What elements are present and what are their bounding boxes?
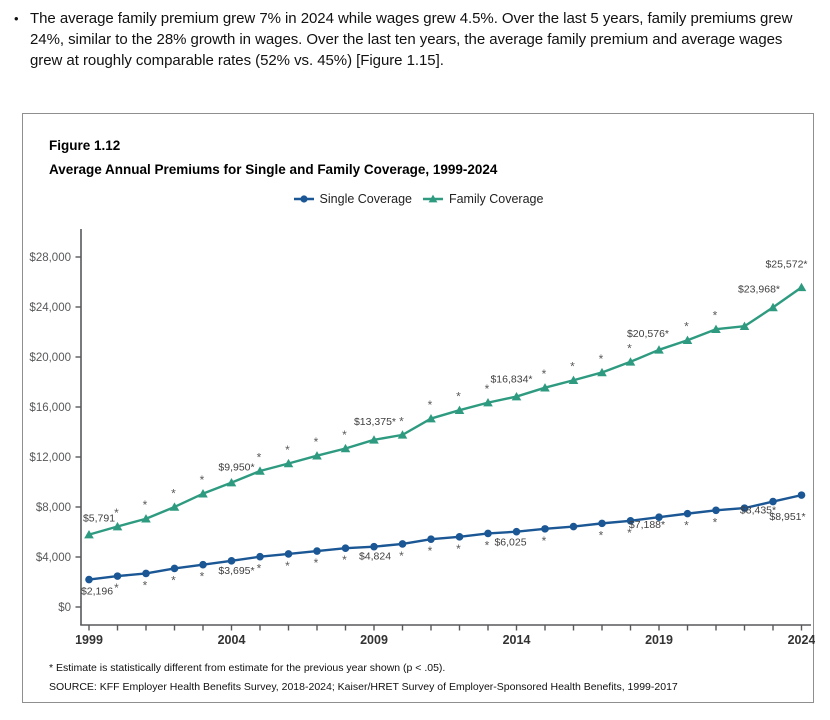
significance-asterisk: * — [342, 553, 347, 567]
svg-text:2004: 2004 — [218, 633, 246, 647]
legend-label-single: Single Coverage — [319, 192, 412, 206]
intro-text: The average family premium grew 7% in 20… — [30, 10, 793, 69]
significance-asterisk: * — [684, 519, 689, 533]
significance-asterisk: * — [114, 581, 119, 595]
legend-item-family: Family Coverage — [422, 192, 543, 206]
svg-text:$3,695*: $3,695* — [218, 565, 254, 577]
significance-asterisk: * — [285, 559, 290, 573]
significance-asterisk: * — [200, 473, 205, 487]
svg-text:$4,000: $4,000 — [36, 552, 71, 564]
svg-text:$20,000: $20,000 — [29, 352, 71, 364]
svg-text:$16,834*: $16,834* — [490, 374, 532, 386]
axes — [80, 229, 811, 626]
intro-bullet-paragraph: • The average family premium grew 7% in … — [14, 8, 814, 71]
figure-footnote: * Estimate is statistically different fr… — [49, 662, 446, 674]
svg-text:$9,950*: $9,950* — [218, 462, 254, 474]
x-axis-ticks: 1999 2004 2009 2014 2019 2024 — [75, 625, 815, 647]
figure-number: Figure 1.12 — [49, 138, 121, 153]
figure-title: Average Annual Premiums for Single and F… — [49, 162, 498, 177]
legend-label-family: Family Coverage — [448, 192, 544, 206]
series-single: * * * * * * * * * * * * * * * * * — [85, 491, 806, 595]
svg-text:$16,000: $16,000 — [29, 402, 71, 414]
premiums-line-chart: $0 $4,000 $8,000 $12,000 $16,000 $20,000 $24,0… — [29, 229, 815, 647]
series-family: * * * * * * * * * * * * * * * * * * — [84, 282, 807, 539]
significance-asterisk: * — [485, 538, 490, 552]
significance-asterisk: * — [627, 341, 632, 355]
significance-asterisk: * — [456, 390, 461, 404]
point-labels: $2,196$3,695*$4,824$6,025$7,188*$8,435*$… — [81, 258, 808, 597]
svg-text:$24,000: $24,000 — [29, 302, 71, 314]
significance-asterisk: * — [257, 451, 262, 465]
significance-asterisk: * — [542, 367, 547, 381]
significance-asterisk: * — [599, 352, 604, 366]
svg-text:$12,000: $12,000 — [29, 452, 71, 464]
svg-text:2009: 2009 — [360, 633, 388, 647]
significance-asterisk: * — [285, 443, 290, 457]
significance-asterisk: * — [456, 542, 461, 556]
significance-asterisk: * — [428, 398, 433, 412]
significance-asterisk: * — [114, 506, 119, 520]
svg-text:$0: $0 — [58, 602, 71, 614]
svg-text:2019: 2019 — [645, 633, 673, 647]
significance-asterisk: * — [200, 570, 205, 584]
svg-text:$8,435*: $8,435* — [740, 505, 776, 517]
svg-text:$20,576*: $20,576* — [627, 328, 669, 340]
significance-asterisk: * — [399, 414, 404, 428]
significance-asterisk: * — [713, 515, 718, 529]
significance-asterisk: * — [599, 528, 604, 542]
bullet-marker: • — [14, 11, 19, 26]
legend-item-single: Single Coverage — [293, 192, 412, 206]
significance-asterisk: * — [171, 573, 176, 587]
significance-asterisk: * — [542, 534, 547, 548]
significance-asterisk: * — [570, 360, 575, 374]
significance-asterisk: * — [627, 526, 632, 540]
y-axis-ticks: $0 $4,000 $8,000 $12,000 $16,000 $20,000 $24,0… — [29, 252, 81, 614]
svg-text:$28,000: $28,000 — [29, 252, 71, 264]
svg-text:$13,375*: $13,375* — [354, 416, 396, 428]
chart-legend: Single Coverage Family Coverage — [23, 192, 813, 206]
significance-asterisk: * — [428, 544, 433, 558]
figure-source: SOURCE: KFF Employer Health Benefits Sur… — [49, 681, 678, 693]
svg-text:$23,968*: $23,968* — [738, 283, 780, 295]
chart-area: $0 $4,000 $8,000 $12,000 $16,000 $20,000 $24,0… — [23, 222, 815, 655]
significance-asterisk: * — [314, 435, 319, 449]
significance-asterisk: * — [399, 549, 404, 563]
significance-asterisk: * — [342, 428, 347, 442]
family-coverage-line-icon — [422, 193, 444, 205]
svg-text:2014: 2014 — [503, 633, 531, 647]
svg-text:$7,188*: $7,188* — [629, 519, 665, 531]
significance-asterisk: * — [257, 562, 262, 576]
significance-asterisk: * — [143, 578, 148, 592]
single-coverage-line-icon — [293, 193, 315, 205]
svg-text:$8,000: $8,000 — [36, 502, 71, 514]
significance-asterisk: * — [684, 320, 689, 334]
svg-text:$5,791: $5,791 — [83, 513, 115, 525]
significance-asterisk: * — [143, 498, 148, 512]
svg-text:$4,824: $4,824 — [359, 551, 391, 563]
svg-text:1999: 1999 — [75, 633, 103, 647]
figure-card: Figure 1.12 Average Annual Premiums for … — [22, 113, 815, 703]
svg-text:2024: 2024 — [788, 633, 815, 647]
svg-text:$6,025: $6,025 — [494, 537, 526, 549]
significance-asterisk: * — [485, 382, 490, 396]
svg-text:$2,196: $2,196 — [81, 586, 113, 598]
significance-asterisk: * — [314, 556, 319, 570]
svg-text:$25,572*: $25,572* — [765, 258, 807, 270]
svg-text:$8,951*: $8,951* — [769, 511, 805, 523]
significance-asterisk: * — [713, 309, 718, 323]
significance-asterisk: * — [171, 486, 176, 500]
